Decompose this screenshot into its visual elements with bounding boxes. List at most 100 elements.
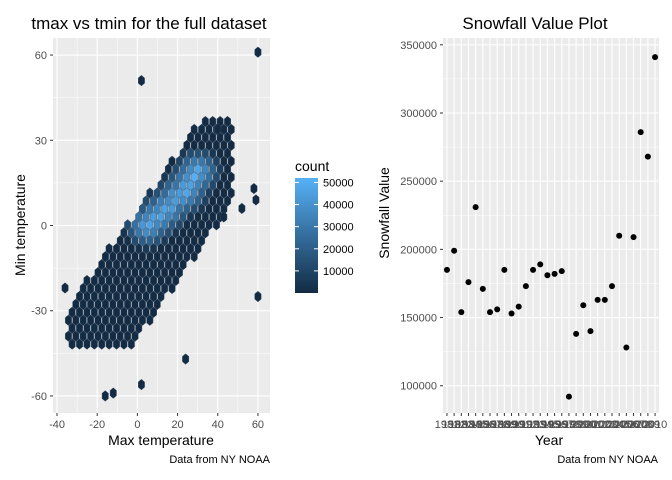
hexbin-cell — [131, 235, 139, 247]
hexbin-cell — [164, 243, 172, 255]
hexbin-cell — [98, 338, 106, 350]
hexbin-cell — [90, 322, 98, 334]
hexbin-cell — [183, 235, 191, 247]
x-tick-label: 1997 — [550, 419, 574, 431]
hexbin-cell — [179, 179, 187, 191]
hexbin-cell — [131, 251, 139, 263]
hexbin-cell — [131, 330, 139, 342]
snowfall-point — [608, 283, 615, 290]
legend-colorbar — [295, 178, 318, 293]
hexbin-cell — [172, 259, 180, 271]
y-tick-label: 100000 — [400, 381, 437, 393]
hexbin-cell — [183, 219, 191, 231]
hexbin-cell — [142, 259, 150, 271]
hexbin-cell — [176, 155, 183, 167]
y-tick-label: 350000 — [400, 40, 437, 52]
hexbin-cell — [79, 314, 87, 326]
hexbin-cell — [94, 330, 102, 342]
hexbin-caption: Data from NY NOAA — [169, 454, 270, 466]
hexbin-cell — [183, 171, 191, 183]
hexbin-cell — [209, 195, 217, 207]
hexbin-cell — [190, 235, 198, 247]
hexbin-cell — [83, 322, 91, 334]
hexbin-cell — [194, 147, 202, 159]
hexbin-cell — [90, 274, 98, 287]
hexbin-cell — [168, 203, 176, 215]
hexbin-cell — [179, 211, 187, 223]
x-tick-label: 1995 — [535, 419, 559, 431]
hexbin-cell — [187, 211, 194, 223]
hexbin-cell — [227, 155, 235, 167]
snowfall-point — [501, 266, 508, 273]
snowfall-grid — [443, 38, 659, 413]
snowfall-point — [487, 309, 494, 316]
hexbin-cell — [194, 243, 202, 255]
hexbin-cell — [172, 195, 180, 207]
hexbin-cell — [139, 219, 146, 231]
hexbin-cell — [190, 187, 198, 199]
hexbin-cell — [224, 115, 231, 128]
hexbin-cell — [205, 203, 213, 215]
hexbin-cell — [209, 147, 217, 159]
hexbin-cell — [146, 282, 154, 295]
hexbin-cell-outlier — [137, 75, 145, 87]
hexbin-cell — [98, 322, 106, 334]
y-tick-label: 150000 — [400, 313, 437, 325]
hexbin-cell — [142, 306, 150, 318]
hexbin-cell — [201, 115, 209, 128]
hexbin-cell — [98, 290, 106, 302]
hexbin-cell — [105, 274, 113, 287]
snowfall-point — [652, 54, 659, 61]
hexbin-cell — [150, 211, 157, 223]
snowfall-panel — [443, 38, 659, 413]
hexbin-cell — [83, 338, 91, 350]
hexbin-cell — [161, 282, 169, 295]
x-tick-label: 1999 — [564, 419, 588, 431]
hexbin-cell — [183, 251, 191, 263]
hexbin-cell — [150, 306, 157, 318]
hexbin-cell-outlier — [250, 183, 258, 195]
hexbin-cell — [105, 338, 113, 350]
snowfall-point — [522, 283, 529, 290]
hexbin-cell — [142, 227, 150, 239]
hexbin-cell — [68, 306, 76, 318]
snowfall-caption: Data from NY NOAA — [557, 454, 658, 466]
y-tick-label: -30 — [31, 306, 47, 318]
hexbin-cell — [90, 306, 98, 318]
hexbin-cell — [139, 314, 146, 326]
hexbin-cell — [109, 330, 117, 342]
hexbin-cell — [124, 235, 132, 247]
hexbin-cell — [198, 123, 206, 136]
hexbin-cell — [194, 195, 202, 207]
hexbin-cell — [227, 139, 235, 151]
hexbin-cell — [198, 187, 206, 199]
hexbin-cell — [142, 274, 150, 287]
hexbin-cell — [68, 322, 76, 334]
hexbin-cell — [124, 330, 132, 342]
x-tick-label: 1983 — [449, 419, 473, 431]
snowfall-chart: Snowfall Value Plot 19811982198319841985… — [376, 14, 667, 466]
hexbin-cell — [65, 330, 72, 342]
hexbin-cell — [139, 203, 146, 215]
hexbin-cell — [201, 131, 209, 143]
snowfall-x-label: Year — [535, 432, 564, 448]
hexbin-cell — [102, 282, 109, 295]
hexbin-cell — [124, 282, 132, 295]
hexbin-cells — [61, 46, 262, 402]
x-tick-label: 1994 — [528, 419, 552, 431]
hexbin-cell — [172, 243, 180, 255]
hexbin-cell — [157, 179, 165, 191]
hexbin-cell — [105, 290, 113, 302]
hexbin-cell — [220, 155, 228, 167]
hexbin-cell — [201, 195, 209, 207]
hexbin-cell — [179, 147, 187, 159]
hexbin-cell — [120, 243, 128, 255]
hexbin-cell — [139, 235, 146, 247]
hexbin-cell — [83, 274, 91, 287]
hexbin-cell — [120, 290, 128, 302]
hexbin-cell — [127, 274, 135, 287]
hexbin-cell — [205, 219, 213, 231]
x-tick-label: 40 — [212, 419, 224, 431]
x-tick-label: 2007 — [621, 419, 645, 431]
hexbin-cell-outlier — [254, 46, 262, 58]
